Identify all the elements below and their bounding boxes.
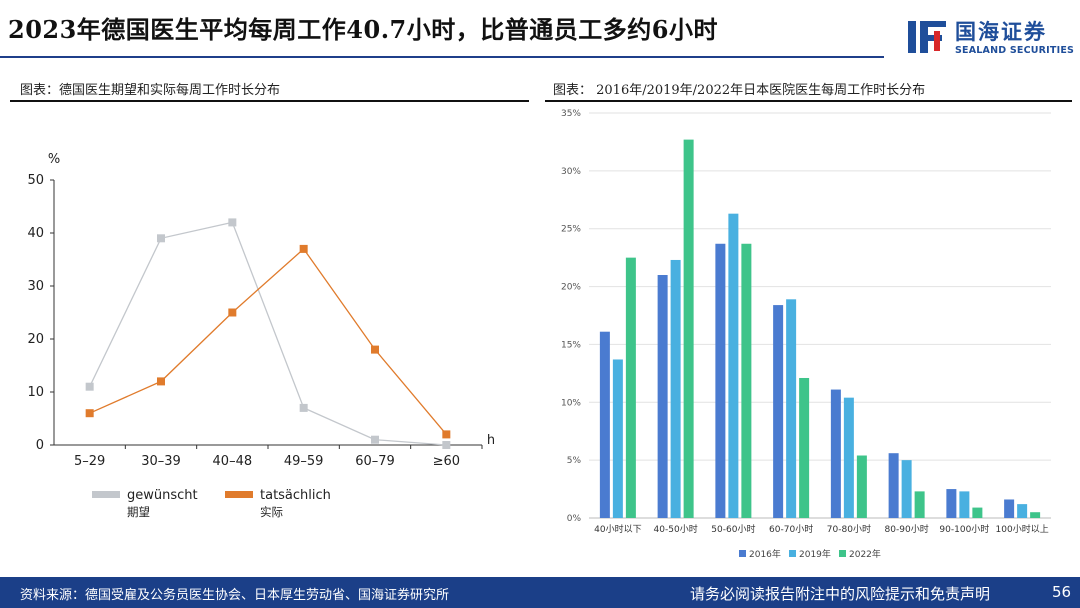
x-axis-unit-label: h xyxy=(487,433,495,448)
x-tick-label: 40–48 xyxy=(213,454,253,469)
footer-bar: 资料来源：德国受雇及公务员医生协会、日本厚生劳动省、国海证券研究所 请务必阅读报… xyxy=(0,577,1080,608)
bar xyxy=(959,491,970,518)
disclaimer-link[interactable]: 请务必阅读报告附注中的风险提示和免责声明 xyxy=(690,585,991,603)
legend-swatch xyxy=(739,550,746,557)
x-tick-label: 60–79 xyxy=(355,454,395,469)
bar xyxy=(799,377,810,518)
logo-name-cn: 国海证券 xyxy=(955,20,1047,44)
data-point xyxy=(299,244,308,253)
y-tick-label: 20 xyxy=(27,332,44,347)
x-tick-label: 5–29 xyxy=(74,454,105,469)
bar xyxy=(901,460,912,518)
bar xyxy=(657,275,668,518)
data-point xyxy=(85,409,94,418)
legend-label: 2022年 xyxy=(849,548,881,560)
y-tick-label: 15% xyxy=(561,340,581,350)
page-number: 56 xyxy=(1052,583,1072,601)
y-tick-label: 25% xyxy=(561,225,581,235)
bar xyxy=(715,243,726,518)
data-point xyxy=(442,430,451,439)
bar xyxy=(888,453,899,518)
bar-chart: 0% 5% 10% 15% 20% 25% 30% 35% 40小时以下 40-50小时 50-60… xyxy=(561,109,1051,560)
right-chart-divider xyxy=(545,100,1072,102)
x-tick-label: 49–59 xyxy=(284,454,324,469)
legend-label: 2016年 xyxy=(749,548,781,560)
legend-sublabel: 实际 xyxy=(260,505,283,519)
legend-swatch xyxy=(92,491,120,498)
page-title: 2023年德国医生平均每周工作40.7小时，比普通员工多约6小时 xyxy=(8,15,718,44)
bar xyxy=(599,331,610,518)
bar xyxy=(830,389,841,518)
y-tick-label: 50 xyxy=(27,173,44,188)
legend-swatch xyxy=(839,550,846,557)
legend-swatch xyxy=(789,550,796,557)
legend-label: gewünscht xyxy=(127,488,198,503)
y-tick-label: 0% xyxy=(567,514,582,524)
logo-mark-icon xyxy=(908,21,946,53)
bar xyxy=(914,491,925,518)
y-tick-label: 0 xyxy=(36,438,44,453)
x-tick-label: ≥60 xyxy=(433,454,460,469)
bar xyxy=(773,305,784,518)
bar xyxy=(786,299,797,518)
legend-swatch xyxy=(225,491,253,498)
right-chart-title: 图表： 2016年/2019年/2022年日本医院医生每周工作时长分布 xyxy=(553,83,926,98)
bar xyxy=(1030,512,1041,518)
x-tick-label: 40小时以下 xyxy=(594,523,641,535)
bar xyxy=(972,507,983,518)
bar xyxy=(856,455,867,518)
bar xyxy=(1004,499,1015,518)
legend-sublabel: 期望 xyxy=(127,505,150,519)
y-tick-label: 30 xyxy=(27,279,44,294)
data-point xyxy=(299,403,308,412)
legend-label: 2019年 xyxy=(799,548,831,560)
x-tick-label: 90-100小时 xyxy=(939,523,989,535)
data-point xyxy=(228,218,237,227)
y-tick-label: 35% xyxy=(561,109,581,119)
series-line-0 xyxy=(89,221,447,446)
bar xyxy=(741,243,752,518)
x-tick-label: 100小时以上 xyxy=(996,523,1049,535)
data-point xyxy=(157,234,165,243)
series-line-1 xyxy=(89,247,447,435)
bar xyxy=(670,259,681,518)
y-tick-label: 30% xyxy=(561,167,581,177)
x-tick-label: 30–39 xyxy=(141,454,181,469)
logo-name-en: SEALAND SECURITIES xyxy=(955,45,1075,56)
bar xyxy=(728,213,739,518)
bar xyxy=(946,489,957,518)
x-tick-label: 70-80小时 xyxy=(827,523,871,535)
left-chart-divider xyxy=(10,100,529,102)
line-chart: % h 0 10 20 30 40 50 5–29 30–39 40–48 49–59 60–79 ≥60… xyxy=(27,152,495,519)
data-point xyxy=(228,308,237,317)
bar xyxy=(625,257,636,518)
data-point xyxy=(85,382,94,391)
x-tick-label: 50-60小时 xyxy=(711,523,755,535)
data-point xyxy=(442,441,451,449)
company-logo: 国海证券 SEALAND SECURITIES xyxy=(904,14,1074,62)
x-tick-label: 80-90小时 xyxy=(885,523,929,535)
y-tick-label: 10% xyxy=(561,398,581,408)
y-tick-label: 40 xyxy=(27,226,44,241)
bar xyxy=(612,359,623,518)
x-tick-label: 60-70小时 xyxy=(769,523,813,535)
x-tick-label: 40-50小时 xyxy=(654,523,698,535)
data-point xyxy=(157,377,165,386)
bar xyxy=(1017,504,1028,518)
y-axis-unit-label: % xyxy=(48,152,60,167)
bar xyxy=(843,397,854,518)
source-note: 资料来源：德国受雇及公务员医生协会、日本厚生劳动省、国海证券研究所 xyxy=(20,588,450,603)
data-point xyxy=(371,345,379,354)
y-tick-label: 5% xyxy=(567,456,582,466)
legend-label: tatsächlich xyxy=(260,488,331,503)
bar xyxy=(683,139,694,518)
y-tick-label: 20% xyxy=(561,283,581,293)
title-divider xyxy=(0,56,884,58)
left-chart-title: 图表：德国医生期望和实际每周工作时长分布 xyxy=(20,83,281,98)
y-tick-label: 10 xyxy=(27,385,44,400)
data-point xyxy=(371,435,379,444)
